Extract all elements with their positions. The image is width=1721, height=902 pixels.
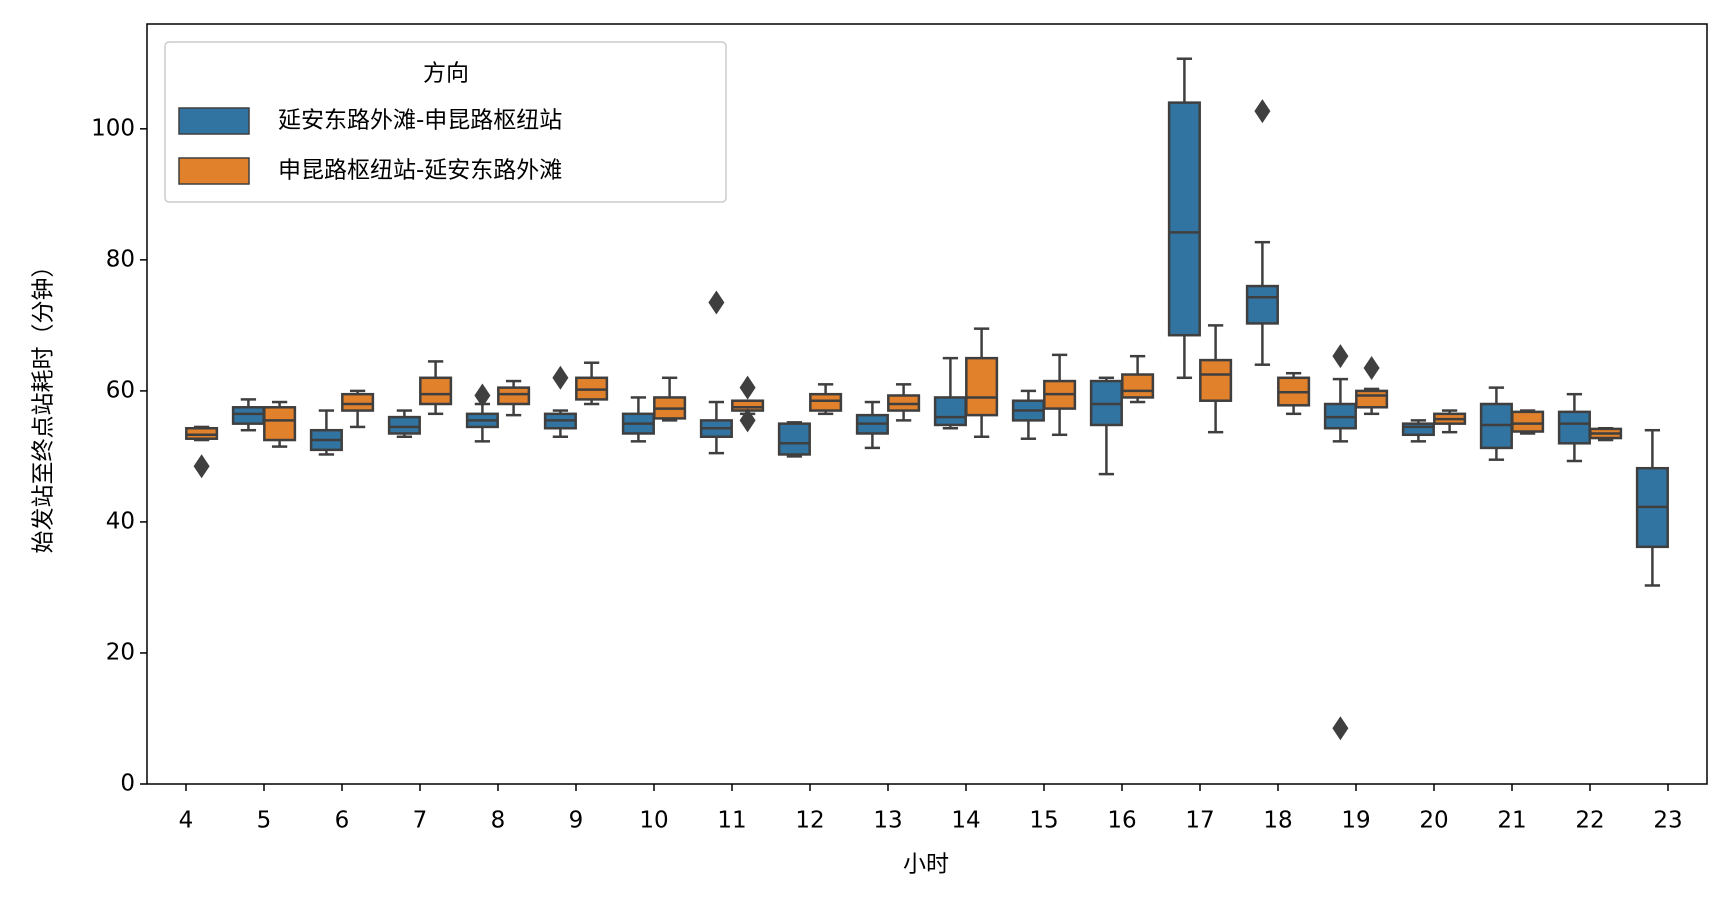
x-tick-label: 11 bbox=[717, 808, 746, 834]
box bbox=[419, 376, 453, 406]
x-tick-label: 10 bbox=[639, 808, 668, 834]
box bbox=[263, 406, 297, 442]
box bbox=[185, 426, 219, 440]
outlier bbox=[739, 375, 756, 400]
box bbox=[1167, 101, 1201, 337]
box bbox=[809, 392, 843, 412]
y-tick-label: 0 bbox=[120, 771, 135, 797]
x-tick-label: 22 bbox=[1575, 808, 1604, 834]
x-tick-label: 8 bbox=[491, 808, 506, 834]
x-tick-label: 13 bbox=[873, 808, 902, 834]
x-tick-label: 4 bbox=[179, 808, 194, 834]
outlier bbox=[1363, 355, 1380, 380]
legend-title: 方向 bbox=[423, 61, 469, 87]
x-tick-label: 19 bbox=[1341, 808, 1370, 834]
box bbox=[231, 406, 265, 425]
x-tick-label: 21 bbox=[1497, 808, 1526, 834]
y-tick-label: 100 bbox=[91, 115, 135, 141]
outlier bbox=[474, 383, 491, 408]
legend-label: 申昆路枢纽站-延安东路外滩 bbox=[278, 158, 562, 184]
x-tick-label: 20 bbox=[1419, 808, 1448, 834]
x-tick-label: 5 bbox=[257, 808, 272, 834]
box bbox=[1511, 410, 1545, 433]
legend-frame bbox=[164, 41, 727, 203]
box bbox=[387, 415, 421, 435]
outlier bbox=[552, 365, 569, 390]
x-tick-label: 9 bbox=[569, 808, 584, 834]
legend-swatch bbox=[178, 157, 250, 185]
box bbox=[1355, 389, 1389, 409]
box bbox=[777, 422, 811, 456]
x-tick-label: 12 bbox=[795, 808, 824, 834]
box bbox=[1121, 373, 1155, 399]
x-tick-label: 14 bbox=[951, 808, 980, 834]
x-tick-label: 23 bbox=[1653, 808, 1682, 834]
box bbox=[341, 392, 375, 412]
x-tick-label: 6 bbox=[335, 808, 350, 834]
box bbox=[1245, 284, 1279, 325]
legend-swatch bbox=[178, 107, 250, 135]
y-tick-label: 80 bbox=[106, 246, 135, 272]
y-axis-label: 始发站至终点站耗时（分钟） bbox=[31, 255, 57, 554]
x-tick-label: 7 bbox=[413, 808, 428, 834]
outlier bbox=[193, 454, 210, 479]
outlier bbox=[1332, 716, 1349, 741]
outlier bbox=[1254, 99, 1271, 124]
x-tick-label: 18 bbox=[1263, 808, 1292, 834]
legend-label: 延安东路外滩-申昆路枢纽站 bbox=[278, 108, 562, 134]
box bbox=[1557, 410, 1591, 445]
outlier bbox=[739, 408, 756, 433]
x-tick-label: 15 bbox=[1029, 808, 1058, 834]
plot-frame bbox=[146, 23, 1708, 785]
outlier bbox=[1332, 344, 1349, 369]
box bbox=[1199, 358, 1233, 402]
x-tick-label: 16 bbox=[1107, 808, 1136, 834]
box bbox=[497, 386, 531, 406]
y-tick-label: 40 bbox=[106, 508, 135, 534]
x-tick-label: 17 bbox=[1185, 808, 1214, 834]
y-tick-label: 20 bbox=[106, 639, 135, 665]
outlier bbox=[708, 290, 725, 315]
y-tick-label: 60 bbox=[106, 377, 135, 403]
box bbox=[1401, 422, 1435, 437]
box bbox=[933, 396, 967, 427]
x-axis-label: 小时 bbox=[903, 852, 949, 878]
box bbox=[965, 356, 999, 417]
